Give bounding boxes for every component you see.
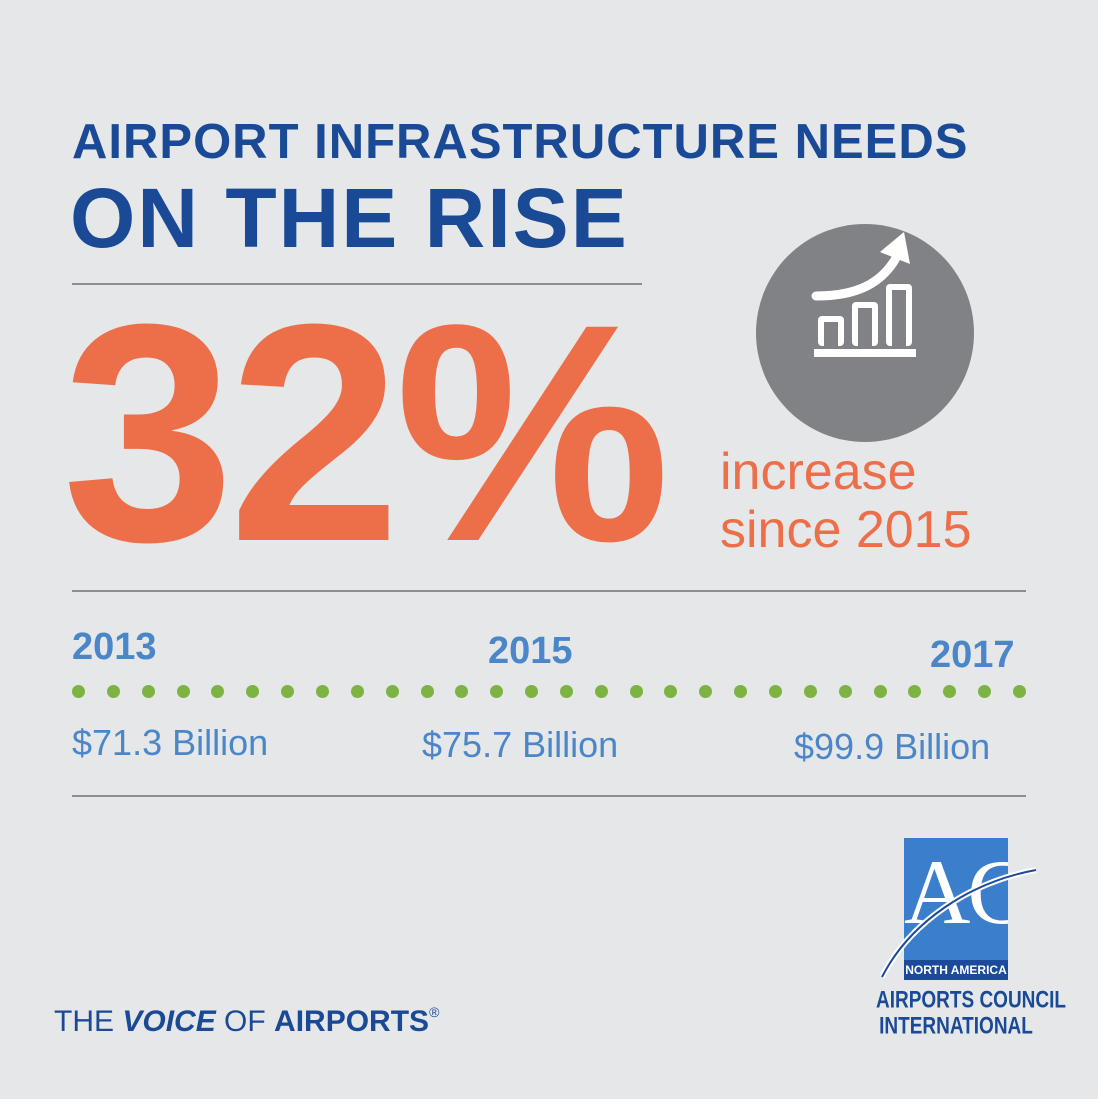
timeline-year-2017: 2017 [930,634,1015,676]
timeline-dot [106,685,120,698]
aci-region-label: NORTH AMERICA [904,960,1008,980]
timeline-dot [699,685,713,698]
timeline-dot [908,685,922,698]
timeline-dot [385,685,399,698]
timeline-dot [629,685,643,698]
timeline-dot [281,685,295,698]
headline-line-2: ON THE RISE [70,171,629,265]
timeline-dot [211,685,225,698]
timeline-dot [141,685,155,698]
timeline-dot [420,685,434,698]
timeline-dot [315,685,329,698]
timeline-dot [734,685,748,698]
timeline-year-2013: 2013 [72,626,157,668]
timeline-dot [594,685,608,698]
timeline-dot [246,685,260,698]
timeline-dot [72,685,85,698]
divider-middle [72,590,1026,592]
timeline-dot [978,685,992,698]
bar-chart-arrow-icon [811,232,916,357]
timeline-dot [559,685,573,698]
tagline-of: OF [215,1005,275,1038]
stat-caption-line-1: increase [720,443,917,501]
timeline-dot [873,685,887,698]
tagline-the: THE [54,1005,123,1038]
registered-mark: ® [429,1004,440,1020]
timeline-dot [455,685,469,698]
timeline-dot [1013,685,1026,698]
tagline: THE VOICE OF AIRPORTS® [54,1004,439,1039]
timeline-amount-2013: $71.3 Billion [72,722,269,763]
timeline-dot [664,685,678,698]
timeline-dot [350,685,364,698]
timeline-amount-2015: $75.7 Billion [422,724,619,765]
growth-chart-icon [756,224,974,442]
headline-line-1: AIRPORT INFRASTRUCTURE NEEDS [72,115,969,169]
tagline-voice: VOICE [122,1005,216,1038]
timeline-dot [838,685,852,698]
divider-bottom [72,795,1026,797]
timeline-year-2015: 2015 [488,630,573,672]
timeline-dot [490,685,504,698]
timeline-dot [769,685,783,698]
timeline-dot [525,685,539,698]
timeline-dot [803,685,817,698]
divider-top [72,283,642,285]
org-name-line-2: INTERNATIONAL [879,1013,1033,1040]
aci-logo-mark: ACI NORTH AMERICA [904,838,1008,980]
stat-caption-line-2: since 2015 [720,501,972,559]
timeline-amount-2017: $99.9 Billion [794,726,991,767]
percent-increase-value: 32% [62,259,670,606]
logo-swoosh-icon [879,867,1037,979]
timeline-dot [176,685,190,698]
timeline-dotted-line [72,685,1026,699]
tagline-airports: AIRPORTS [274,1005,430,1038]
timeline-dot [943,685,957,698]
org-name-line-1: AIRPORTS COUNCIL [876,987,1066,1014]
